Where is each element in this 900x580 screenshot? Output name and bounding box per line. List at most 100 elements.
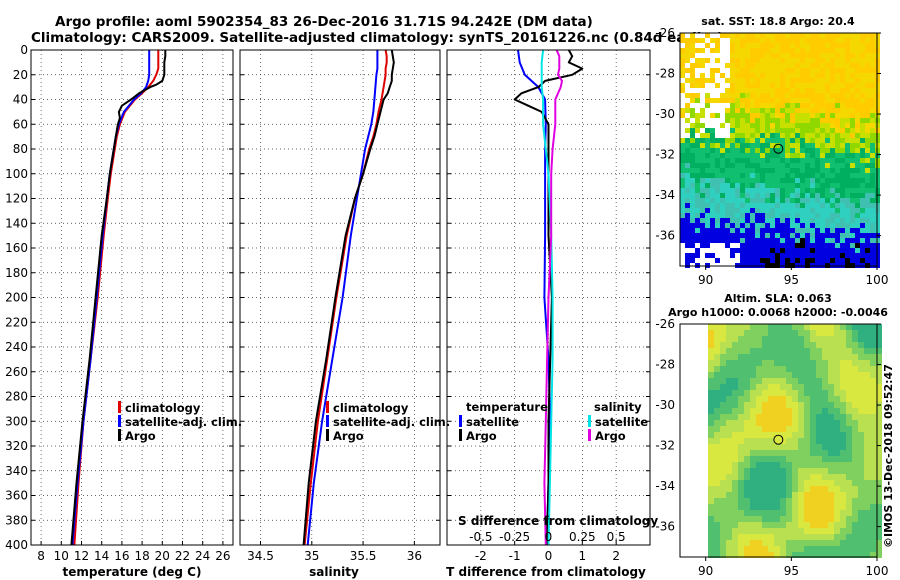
sla-cell — [804, 498, 810, 504]
legend-climatology-label: climatology — [333, 401, 409, 415]
sst-cell — [860, 33, 865, 38]
sst-cell — [715, 33, 720, 38]
sst-cell — [845, 58, 850, 63]
sst-cell — [830, 153, 835, 158]
sst-cell — [835, 188, 840, 193]
sla-cell — [876, 528, 882, 534]
sla-cell — [708, 540, 714, 546]
sla-cell — [786, 510, 792, 516]
sst-cell — [770, 148, 775, 153]
sst-cell — [790, 158, 795, 163]
legend-climatology-swatch — [118, 401, 121, 413]
sst-cell — [840, 173, 845, 178]
sst-cell — [800, 163, 805, 168]
sst-cell — [800, 213, 805, 218]
sla-cell — [876, 510, 882, 516]
sla-cell — [828, 324, 834, 330]
sla-cell — [756, 324, 762, 330]
sla-cell — [786, 516, 792, 522]
sla-cell — [774, 354, 780, 360]
sst-cell — [805, 78, 810, 83]
sst-cell — [810, 148, 815, 153]
sst-cell — [740, 128, 745, 133]
sst-cell — [840, 223, 845, 228]
sst-cell — [710, 238, 715, 243]
sla-cell — [852, 534, 858, 540]
map-ytick-label: -30 — [655, 107, 675, 121]
sst-cell — [855, 168, 860, 173]
sst-cell — [865, 193, 870, 198]
sla-cell — [744, 420, 750, 426]
argo-location-marker — [773, 434, 784, 445]
sst-cell — [810, 203, 815, 208]
sst-cell — [750, 33, 755, 38]
sst-cell — [690, 203, 695, 208]
sla-cell — [756, 456, 762, 462]
sst-cell — [855, 88, 860, 93]
sst-cell — [710, 143, 715, 148]
map-ytick-label: -34 — [655, 188, 675, 202]
sst-cell — [780, 258, 785, 263]
sst-cell — [720, 248, 725, 253]
sst-cell — [770, 168, 775, 173]
sst-cell — [720, 158, 725, 163]
sst-cell — [865, 63, 870, 68]
sla-cell — [732, 486, 738, 492]
sst-cell — [790, 148, 795, 153]
sla-cell — [822, 504, 828, 510]
sla-cell — [834, 396, 840, 402]
sla-cell — [720, 462, 726, 468]
sla-cell — [822, 468, 828, 474]
sst-cell — [860, 233, 865, 238]
sst-cell — [745, 38, 750, 43]
sst-cell — [820, 98, 825, 103]
sst-cell — [770, 223, 775, 228]
sst-cell — [680, 103, 685, 108]
sst-cell — [765, 103, 770, 108]
sla-cell — [852, 522, 858, 528]
sst-cell — [730, 188, 735, 193]
sla-cell — [792, 354, 798, 360]
sla-cell — [870, 516, 876, 522]
sla-cell — [786, 522, 792, 528]
sst-cell — [870, 43, 875, 48]
sst-cell — [685, 173, 690, 178]
series-line-salinity-satellite — [540, 49, 554, 546]
sla-cell — [786, 390, 792, 396]
sla-cell — [852, 390, 858, 396]
sst-cell — [710, 208, 715, 213]
sla-cell — [852, 324, 858, 330]
sla-cell — [858, 324, 864, 330]
sla-cell — [732, 474, 738, 480]
sla-cell — [708, 474, 714, 480]
sst-cell — [835, 63, 840, 68]
sst-cell — [705, 228, 710, 233]
sst-cell — [870, 138, 875, 143]
sst-cell — [695, 253, 700, 258]
sst-cell — [805, 83, 810, 88]
sla-cell — [834, 426, 840, 432]
sla-cell — [870, 522, 876, 528]
sst-cell — [840, 113, 845, 118]
sla-cell — [864, 462, 870, 468]
sst-cell — [770, 138, 775, 143]
sst-cell — [780, 183, 785, 188]
sst-cell — [745, 193, 750, 198]
sla-cell — [858, 390, 864, 396]
sst-cell — [755, 63, 760, 68]
sst-cell — [795, 183, 800, 188]
sst-cell — [750, 133, 755, 138]
sst-cell — [860, 108, 865, 113]
sla-cell — [834, 552, 840, 558]
sla-cell — [852, 348, 858, 354]
sla-cell — [792, 474, 798, 480]
sla-cell — [876, 414, 882, 420]
sla-cell — [714, 510, 720, 516]
sla-cell — [774, 516, 780, 522]
sst-cell — [765, 73, 770, 78]
sst-cell — [790, 233, 795, 238]
sst-cell — [730, 48, 735, 53]
sla-cell — [774, 390, 780, 396]
sla-cell — [762, 516, 768, 522]
sst-cell — [720, 53, 725, 58]
